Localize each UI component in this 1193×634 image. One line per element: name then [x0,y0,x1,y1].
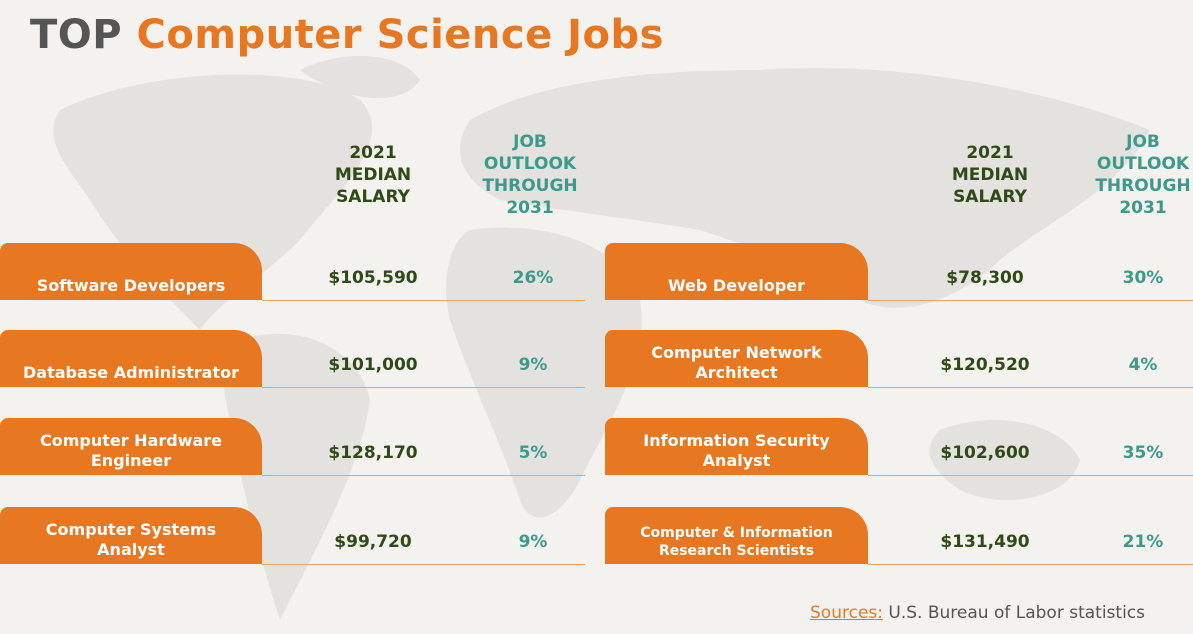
salary: $105,590 [328,268,418,288]
source-label: Sources: [810,603,883,623]
salary-header: 2021 MEDIAN SALARY [334,143,412,207]
source-note: Sources: U.S. Bureau of Labor statistics [810,603,1145,623]
outlook: 9% [518,532,548,552]
title-rest: Computer Science Jobs [136,12,664,58]
outlook: 30% [1122,268,1164,288]
job-title: Computer & Information Research Scientis… [605,507,868,564]
job-title: Computer Network Architect [605,330,868,387]
job-title: Software Developers [0,243,262,300]
outlook: 35% [1122,443,1164,463]
job-title: Database Administrator [0,330,262,387]
row-rule [868,564,1193,565]
outlook: 21% [1122,532,1164,552]
salary: $131,490 [940,532,1030,552]
row-rule [262,475,585,476]
outlook: 4% [1128,355,1158,375]
title: TOP Computer Science Jobs [30,12,664,58]
row-rule [868,475,1193,476]
row-rule [868,387,1193,388]
salary: $78,300 [946,268,1024,288]
job-title: Computer Hardware Engineer [0,418,262,475]
row-rule [262,387,585,388]
outlook: 5% [518,443,548,463]
salary: $101,000 [328,355,418,375]
outlook: 26% [512,268,554,288]
job-title: Information Security Analyst [605,418,868,475]
row-rule [262,564,585,565]
salary: $99,720 [334,532,412,552]
job-title: Web Developer [605,243,868,300]
row-rule [868,300,1193,301]
salary: $128,170 [328,443,418,463]
job-title: Computer Systems Analyst [0,507,262,564]
salary: $120,520 [940,355,1030,375]
salary-header: 2021 MEDIAN SALARY [951,143,1029,207]
outlook: 9% [518,355,548,375]
source-text: U.S. Bureau of Labor statistics [888,603,1145,623]
outlook-header: JOB OUTLOOK THROUGH 2031 [482,132,578,218]
salary: $102,600 [940,443,1030,463]
outlook-header: JOB OUTLOOK THROUGH 2031 [1095,132,1191,218]
row-rule [262,300,585,301]
title-lead: TOP [30,12,123,58]
